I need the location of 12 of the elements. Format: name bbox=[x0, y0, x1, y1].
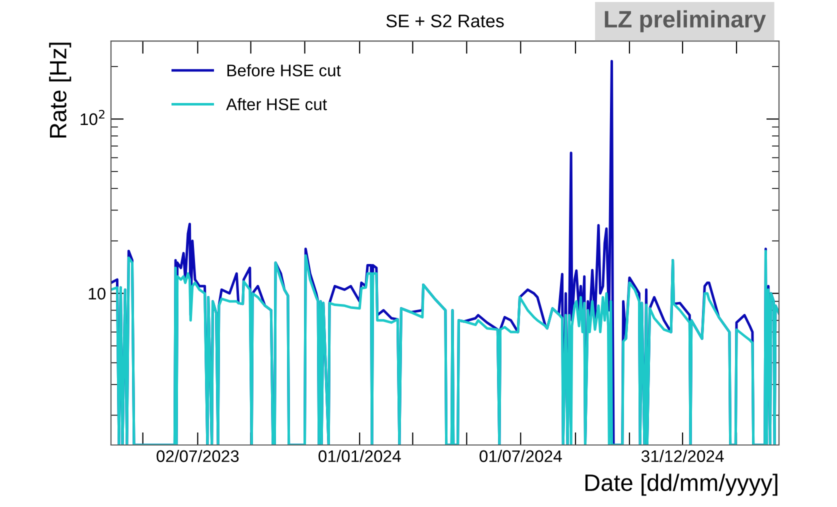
legend-label: After HSE cut bbox=[226, 98, 327, 110]
y-tick-label: 10 bbox=[88, 288, 106, 300]
text: LZ preliminary bbox=[604, 10, 766, 32]
chart-title: SE + S2 Rates bbox=[386, 14, 504, 28]
x-tick-label: 01/07/2024 bbox=[480, 450, 562, 462]
x-axis-title: Date [dd/mm/yyyy] bbox=[585, 474, 778, 496]
y-axis-title: Rate [Hz] bbox=[49, 42, 72, 138]
legend-label: Before HSE cut bbox=[227, 64, 341, 76]
x-tick-label: 01/01/2024 bbox=[318, 450, 401, 462]
x-tick-label: 31/12/2024 bbox=[641, 450, 724, 462]
y-tick-label: 10$^{2}$ bbox=[80, 110, 104, 126]
x-tick-label: 02/07/2023 bbox=[156, 450, 239, 462]
